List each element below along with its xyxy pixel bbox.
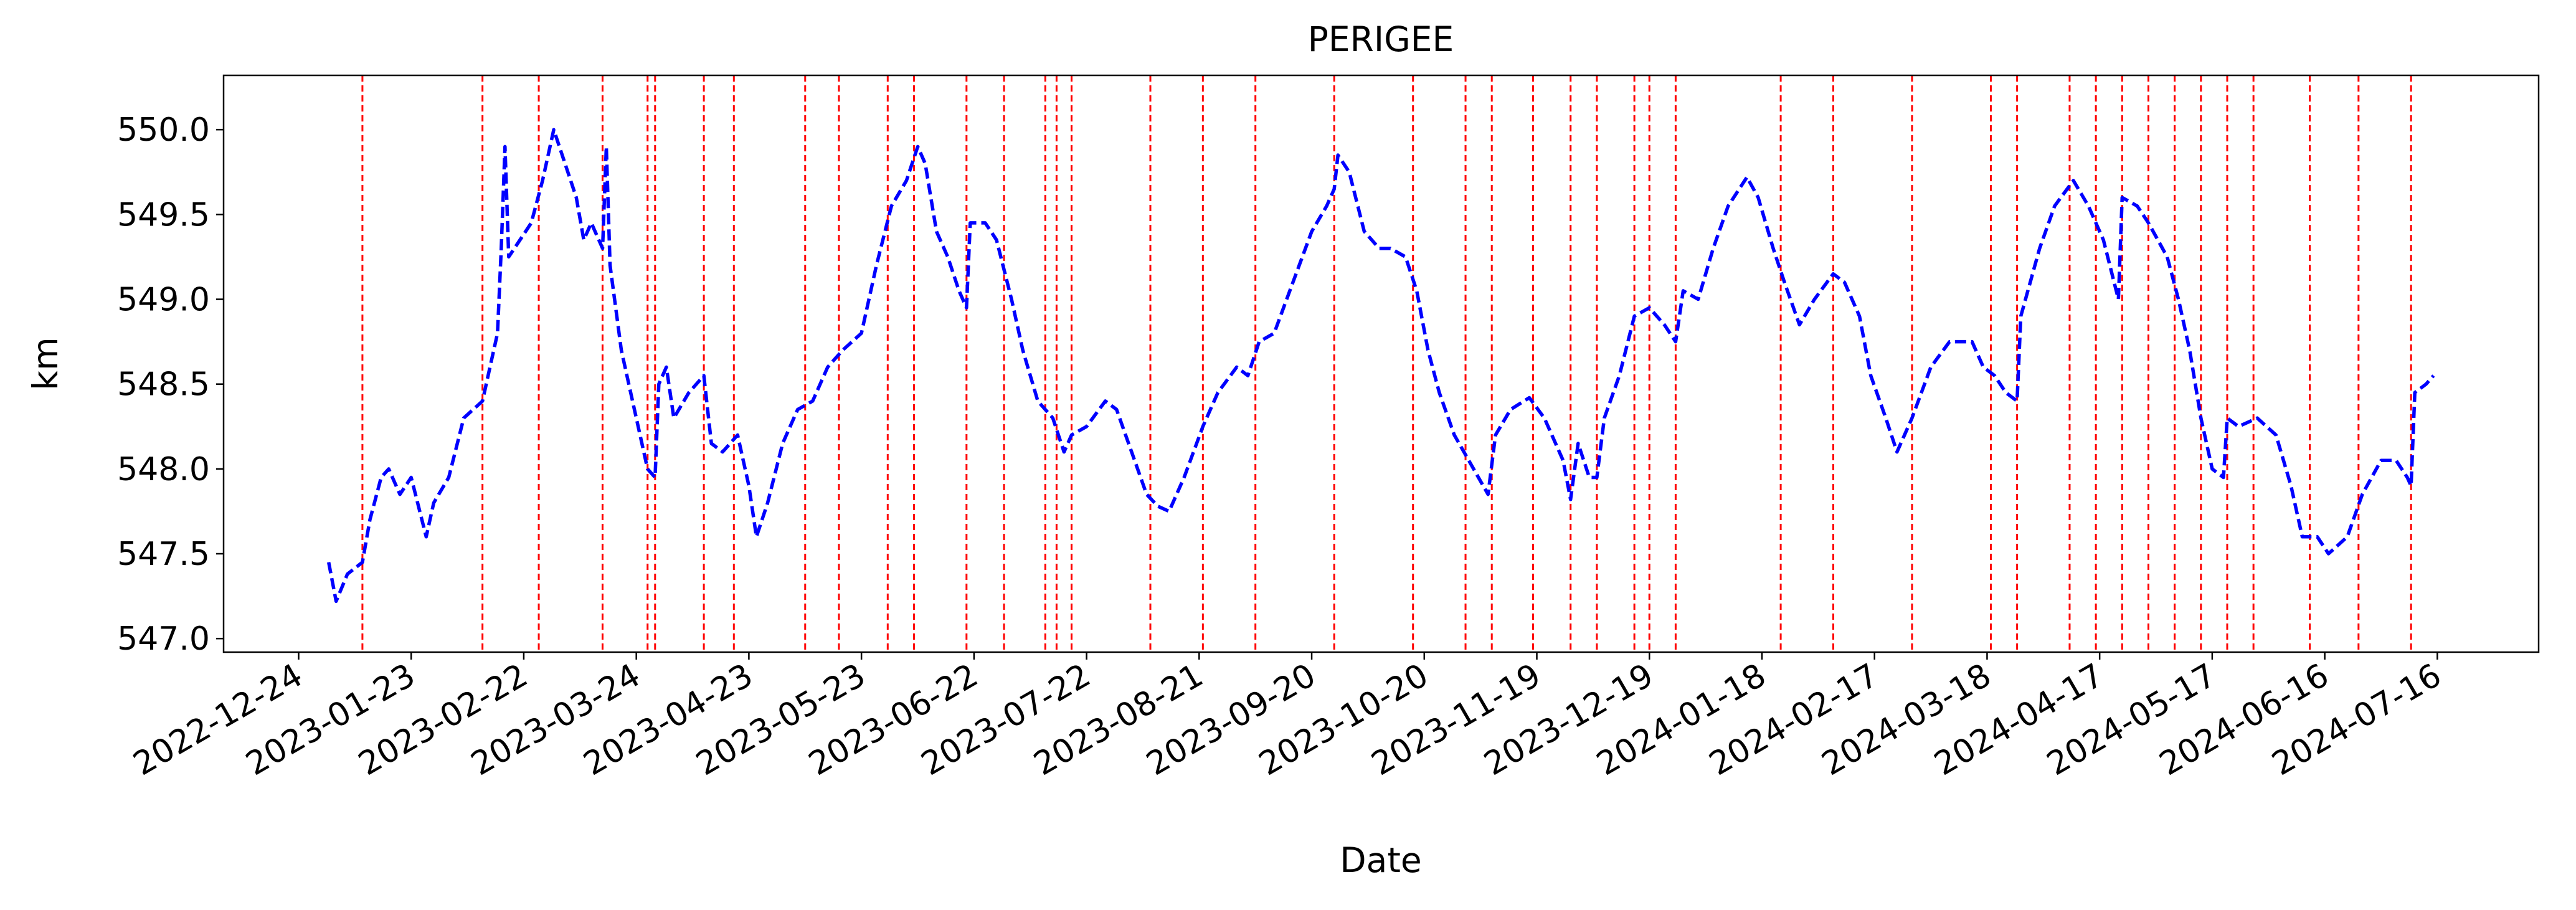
plot-frame xyxy=(222,74,2540,653)
y-tick-label: 547.0 xyxy=(117,620,210,658)
y-tick-label: 550.0 xyxy=(117,111,210,149)
data-line xyxy=(326,128,2435,604)
y-axis-label: km xyxy=(26,337,65,390)
y-tick-label: 548.5 xyxy=(117,366,210,404)
x-axis-label: Date xyxy=(1340,840,1421,880)
y-tick-label: 549.5 xyxy=(117,196,210,234)
y-tick-label: 549.0 xyxy=(117,282,210,319)
y-tick-label: 547.5 xyxy=(117,536,210,573)
chart-title: PERIGEE xyxy=(1308,19,1454,59)
y-tick-label: 548.0 xyxy=(117,451,210,488)
